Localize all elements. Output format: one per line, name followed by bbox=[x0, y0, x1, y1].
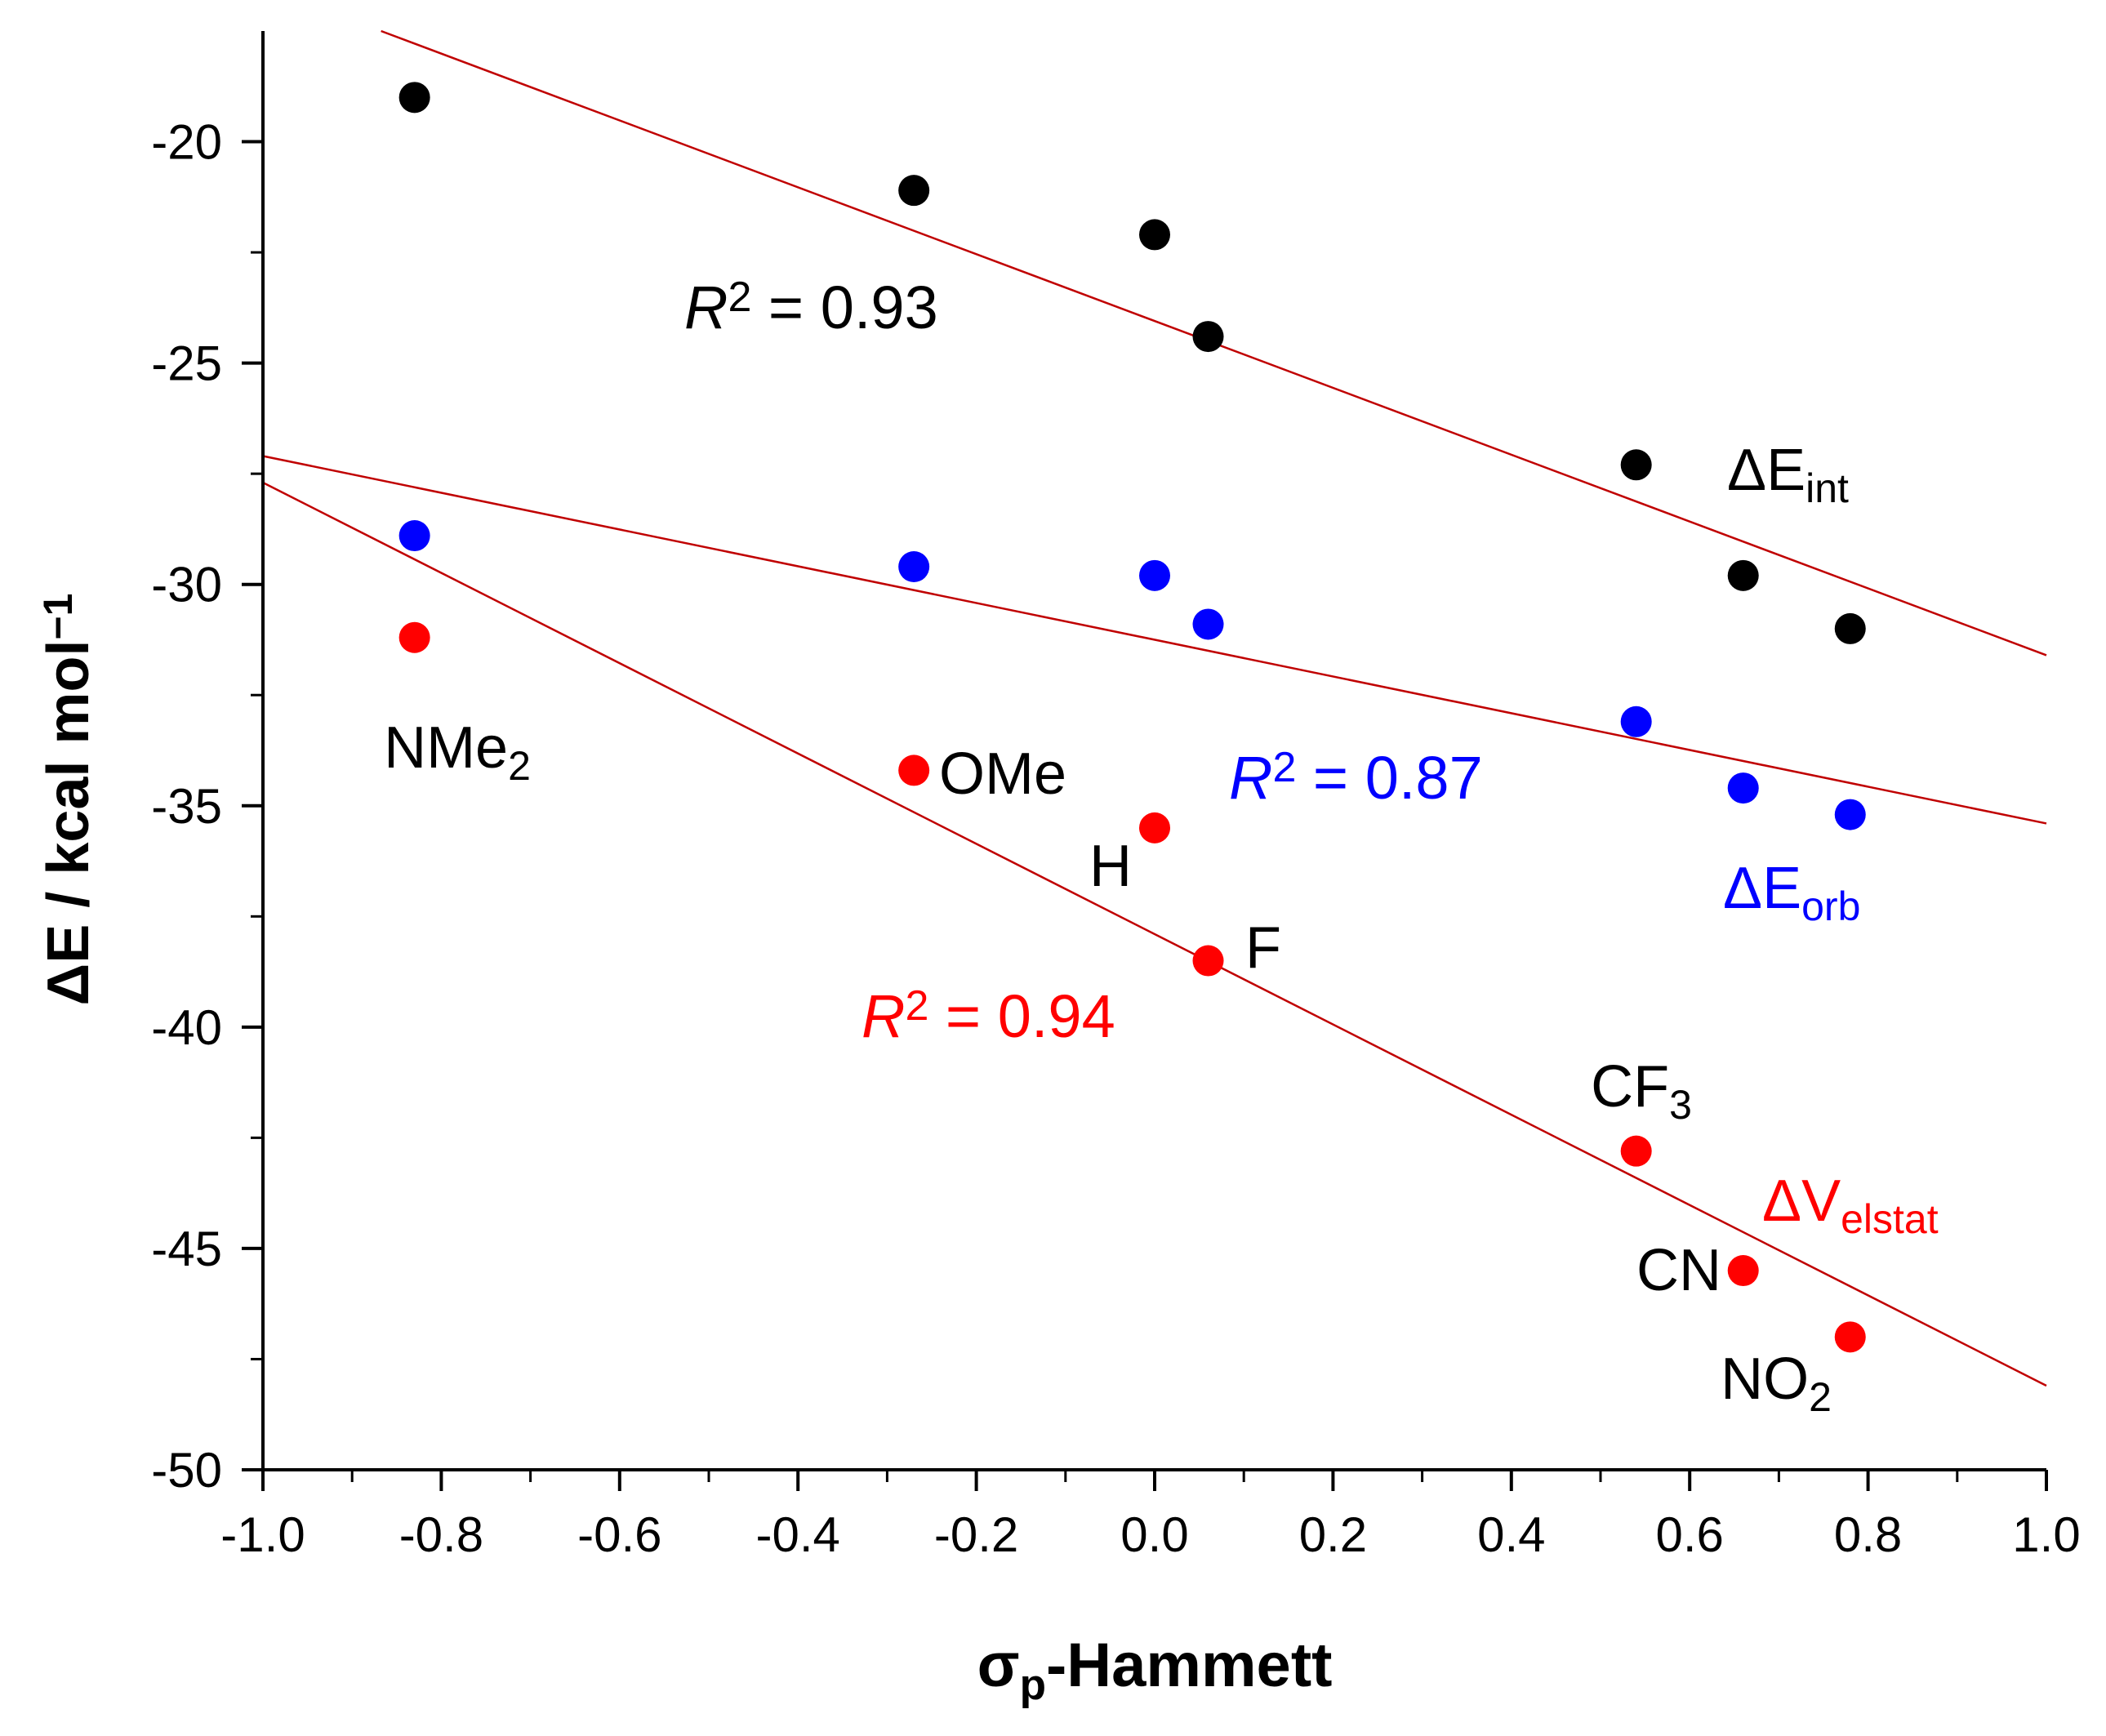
x-tick-label: -0.2 bbox=[934, 1507, 1018, 1562]
point-eint bbox=[1834, 612, 1866, 644]
x-tick-label: 1.0 bbox=[2012, 1507, 2080, 1562]
point-eorb bbox=[1139, 559, 1170, 591]
point-velstat bbox=[1834, 1321, 1866, 1353]
y-tick-label: -45 bbox=[151, 1222, 222, 1276]
point-velstat bbox=[898, 754, 930, 786]
fit-line-velstat bbox=[262, 481, 2047, 1387]
y-tick-label: -30 bbox=[151, 558, 222, 612]
point-eint bbox=[398, 82, 430, 114]
series-label-eint: ΔEint bbox=[1727, 438, 1849, 511]
y-tick-label: -50 bbox=[151, 1443, 222, 1498]
point-eorb bbox=[1620, 706, 1652, 737]
x-tick-label: -0.4 bbox=[756, 1507, 840, 1562]
label-cn: CN bbox=[1636, 1238, 1721, 1303]
point-velstat bbox=[1727, 1255, 1759, 1287]
label-no2: NO2 bbox=[1721, 1347, 1832, 1420]
x-tick-label: -0.8 bbox=[399, 1507, 483, 1562]
label-cf3: CF3 bbox=[1591, 1054, 1692, 1128]
label-ome: OMe bbox=[939, 741, 1066, 807]
point-eorb bbox=[1192, 608, 1224, 640]
x-tick-label: 0.0 bbox=[1120, 1507, 1188, 1562]
series-label-eorb: ΔEorb bbox=[1723, 856, 1860, 929]
x-tick-label: 0.6 bbox=[1655, 1507, 1723, 1562]
point-eorb bbox=[398, 520, 430, 552]
r2-label-eint: R2 = 0.93 bbox=[684, 274, 938, 341]
x-tick-label: 0.4 bbox=[1477, 1507, 1545, 1562]
point-eorb bbox=[898, 551, 930, 583]
y-axis-title: ΔE / kcal mol−1 bbox=[35, 594, 101, 1006]
point-eint bbox=[1139, 219, 1170, 251]
data-points bbox=[398, 82, 1866, 1353]
y-tick-label: -40 bbox=[151, 1000, 222, 1055]
point-eint bbox=[1620, 449, 1652, 481]
label-f: F bbox=[1245, 915, 1281, 981]
fit-line-eorb bbox=[262, 455, 2047, 825]
x-tick-label: -1.0 bbox=[220, 1507, 305, 1562]
y-tick-label: -35 bbox=[151, 779, 222, 834]
x-tick-label: 0.8 bbox=[1834, 1507, 1902, 1562]
label-h: H bbox=[1089, 834, 1132, 899]
y-tick-label: -20 bbox=[151, 115, 222, 170]
x-tick-label: -0.6 bbox=[577, 1507, 661, 1562]
point-eorb bbox=[1727, 772, 1759, 804]
label-nme2: NMe2 bbox=[384, 715, 531, 789]
point-velstat bbox=[1139, 812, 1170, 844]
point-eint bbox=[1192, 321, 1224, 353]
x-axis-title: σp-Hammett bbox=[977, 1631, 1333, 1709]
series-label-velstat: ΔVelstat bbox=[1762, 1168, 1939, 1242]
axes: -1.0 -0.8 -0.6 -0.4 -0.2 0.0 0.2 0.4 0.6 0.8 1.0 -5… bbox=[35, 31, 2081, 1709]
point-velstat bbox=[1620, 1135, 1652, 1167]
y-tick-label: -25 bbox=[151, 336, 222, 391]
r2-label-velstat: R2 = 0.94 bbox=[862, 982, 1115, 1050]
r2-label-eorb: R2 = 0.87 bbox=[1229, 744, 1483, 812]
point-velstat bbox=[1192, 945, 1224, 977]
point-eint bbox=[1727, 559, 1759, 591]
point-eint bbox=[898, 175, 930, 207]
point-velstat bbox=[398, 621, 430, 653]
x-tick-label: 0.2 bbox=[1299, 1507, 1367, 1562]
point-eorb bbox=[1834, 799, 1866, 830]
